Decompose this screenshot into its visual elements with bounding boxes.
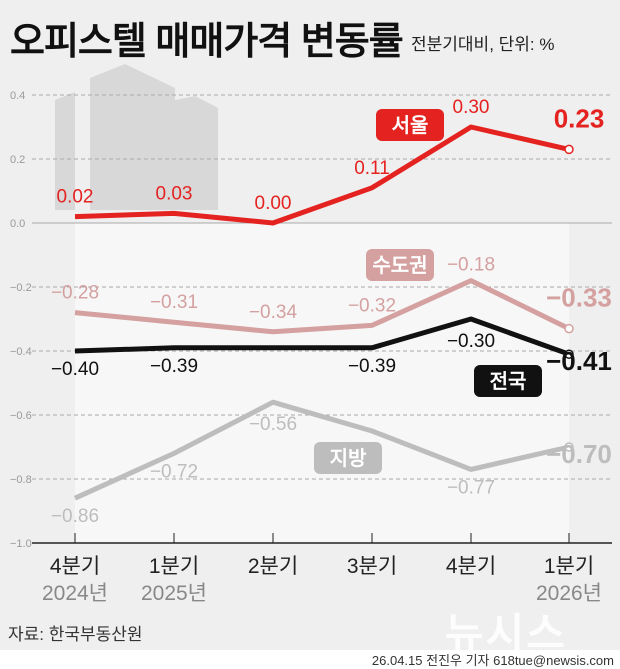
data-label: −0.77 [447, 477, 495, 498]
data-label: −0.34 [249, 302, 298, 323]
series-end-marker [564, 323, 574, 334]
source-note: 자료: 한국부동산원 [8, 625, 143, 644]
x-tick-label: 1분기 [149, 555, 199, 578]
data-label: 0.23 [554, 103, 605, 133]
series-tag-bg [376, 109, 444, 141]
data-label: 0.03 [156, 183, 193, 204]
data-label: −0.56 [249, 414, 297, 435]
y-tick-label: 0.2 [10, 154, 25, 166]
series-tag-bg [314, 442, 382, 474]
series-tag-전국: 전국 [490, 370, 527, 393]
y-tick-label: −0.2 [10, 282, 32, 294]
data-label: −0.70 [546, 439, 612, 469]
series-end-marker [564, 144, 574, 155]
data-label: 0.11 [354, 158, 390, 179]
x-tick-label: 1분기 [544, 555, 594, 578]
data-label: 0.00 [255, 193, 292, 214]
data-label: −0.39 [150, 356, 198, 377]
data-label: −0.18 [447, 255, 495, 276]
x-tick-label: 3분기 [347, 555, 397, 578]
x-year-label: 2026년 [536, 582, 602, 605]
data-label: −0.28 [51, 283, 99, 304]
x-year-label: 2025년 [141, 582, 207, 605]
x-tick-label: 4분기 [50, 555, 100, 578]
data-label: −0.31 [150, 292, 198, 313]
credit: 26.04.15 전진우 기자 618tue@newsis.com [371, 653, 614, 668]
series-end-marker [564, 442, 574, 452]
x-tick-label: 4분기 [446, 555, 496, 578]
data-label: 0.30 [453, 97, 490, 118]
data-label: −0.72 [150, 461, 198, 482]
building-illustration [55, 64, 218, 210]
series-tag-서울: 서울 [392, 114, 429, 137]
y-tick-label: −1.0 [10, 538, 32, 550]
data-label: −0.86 [51, 506, 99, 527]
y-tick-label: −0.6 [10, 410, 32, 422]
series-line-지방 [73, 399, 570, 501]
series-tag-수도권: 수도권 [372, 254, 427, 277]
y-tick-label: 0.4 [10, 90, 25, 102]
data-label: −0.32 [348, 295, 396, 316]
series-line-전국 [74, 316, 570, 357]
series-line-서울 [74, 124, 570, 226]
data-label: −0.39 [348, 356, 396, 377]
series-line-수도권 [74, 278, 571, 335]
data-label: −0.41 [546, 346, 612, 376]
series-tag-bg [474, 365, 542, 397]
newsis-logo: 뉴시스 [445, 610, 567, 657]
x-tick-label: 2분기 [248, 555, 298, 578]
data-label: −0.30 [447, 331, 495, 352]
y-tick-label: −0.8 [10, 474, 32, 486]
series-tag-bg [366, 249, 434, 281]
x-year-label: 2024년 [42, 582, 108, 605]
series-end-marker [564, 349, 574, 359]
page-title: 오피스텔 매매가격 변동률 [10, 21, 404, 63]
footer-strip [0, 650, 620, 669]
y-tick-label: 0.0 [10, 218, 25, 230]
unit-note: 전분기대비, 단위: % [411, 35, 555, 54]
y-tick-label: −0.4 [10, 346, 32, 358]
data-label: 0.02 [57, 187, 94, 208]
data-label: −0.33 [546, 283, 612, 313]
series-tag-지방: 지방 [330, 447, 367, 470]
data-label: −0.40 [51, 359, 99, 380]
